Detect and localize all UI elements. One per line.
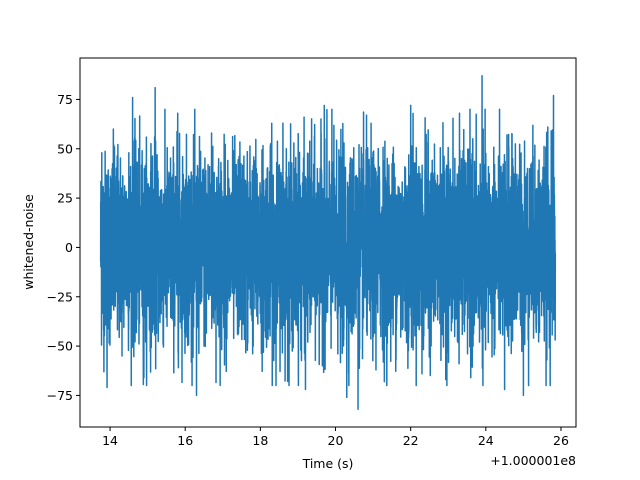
y-axis: −75 −50 −25 0 25 50 75 [47,92,80,403]
y-tick-label: 75 [57,92,73,107]
y-tick-label: −25 [47,289,73,304]
x-tick-label: 18 [252,433,268,448]
x-tick-label: 22 [403,433,419,448]
x-tick-label: 20 [328,433,344,448]
x-tick-label: 16 [177,433,193,448]
y-tick-label: 50 [57,141,73,156]
plot-series [99,75,557,410]
y-axis-label: whitened-noise [21,194,36,290]
y-tick-label: −50 [47,339,73,354]
x-axis: 14 16 18 20 22 24 26 [102,427,569,448]
x-tick-label: 26 [553,433,569,448]
y-tick-label: 25 [57,191,73,206]
series-line [99,75,557,410]
y-tick-label: −75 [47,388,73,403]
x-axis-offset-label: +1.000001e8 [490,453,576,468]
x-tick-label: 24 [478,433,494,448]
x-axis-label: Time (s) [302,456,354,471]
x-tick-label: 14 [102,433,118,448]
y-tick-label: 0 [65,240,73,255]
axes-frame [79,57,577,428]
